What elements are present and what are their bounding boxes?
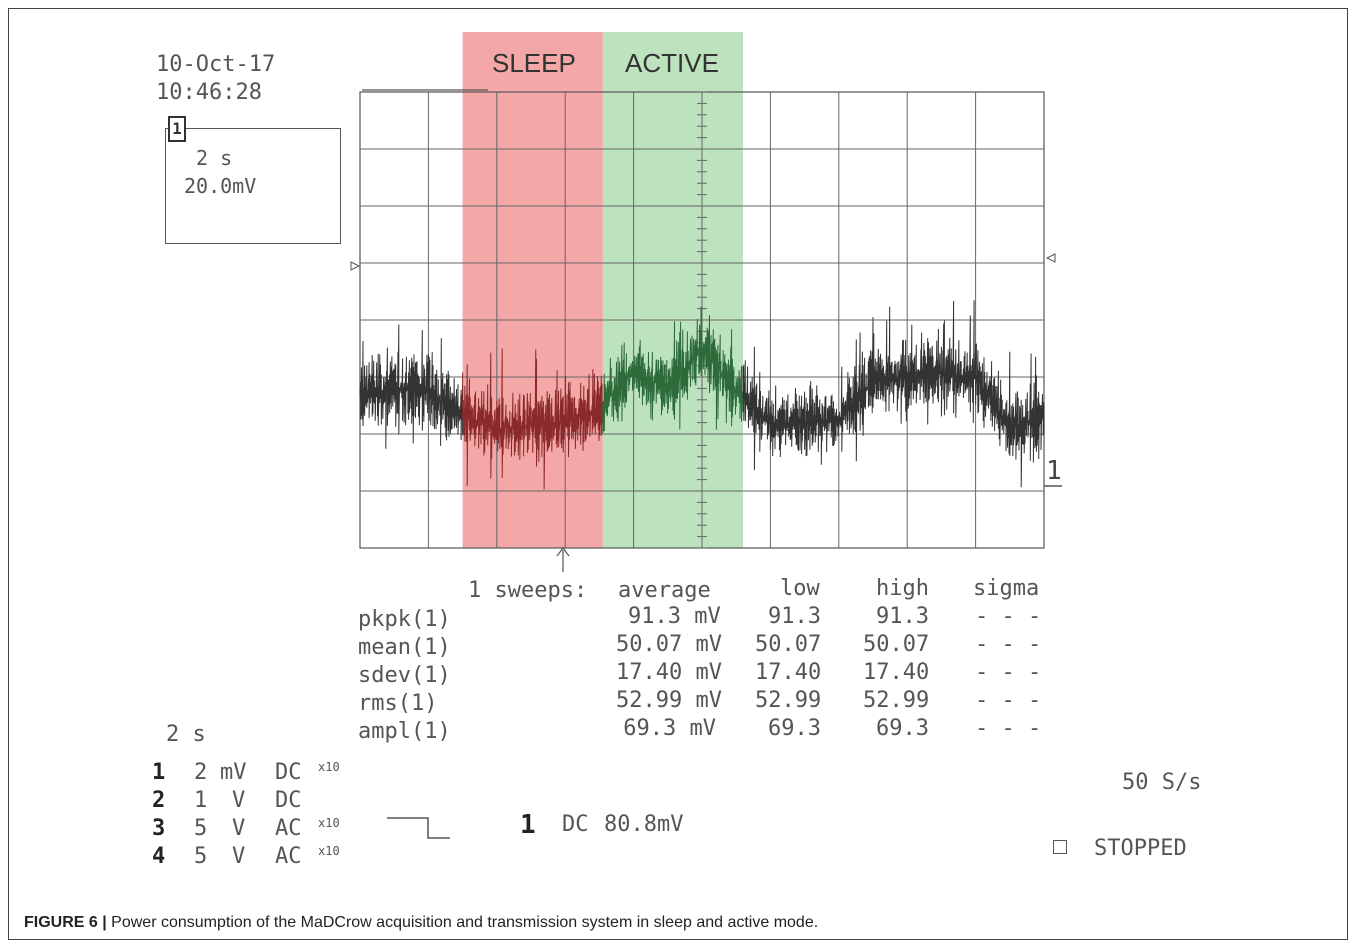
average-header: average [618,578,711,603]
row-average: 52.99 mV [616,688,722,713]
channel-probe: x10 [318,844,340,858]
date-text: 10-Oct-17 [156,52,276,77]
trigger-slope-icon [387,817,450,839]
figure-caption: FIGURE 6 | Power consumption of the MaDC… [24,914,818,932]
channel-coupling: DC [275,788,302,813]
row-high: 52.99 [863,688,930,713]
channel-scale: 5 [194,844,208,869]
channel-coupling: AC [275,844,302,869]
trace-sleep [462,348,604,490]
channel-marker: 1 [168,116,186,142]
active-label: ACTIVE [625,48,719,78]
row-name: mean(1) [358,635,451,660]
settings-box [165,128,341,244]
sweeps-header: 1 sweeps: [468,578,588,603]
row-average: 69.3 mV [623,716,716,741]
trigger-coupling: DC [562,812,589,837]
channel-scale: 1 [194,788,208,813]
row-high: 91.3 [876,604,929,629]
stopped-checkbox [1053,840,1067,854]
row-sigma: - - - [975,604,1042,629]
row-sigma: - - - [975,688,1042,713]
row-low: 50.07 [755,632,822,657]
sample-rate: 50 S/s [1122,770,1202,795]
channel-number: 2 [152,788,166,813]
row-low: 91.3 [768,604,821,629]
row-sigma: - - - [975,660,1042,685]
channel-level-marker: 1 [1046,456,1062,486]
high-header: high [876,576,929,601]
caption-text: Power consumption of the MaDCrow acquisi… [111,914,819,931]
channel-number: 3 [152,816,166,841]
channel-scale: 5 [194,816,208,841]
row-name: ampl(1) [358,719,451,744]
row-low: 52.99 [755,688,822,713]
channel-number: 4 [152,844,166,869]
row-high: 17.40 [863,660,930,685]
time-text: 10:46:28 [156,80,262,105]
trigger-level: 80.8mV [604,812,684,837]
sleep-label: SLEEP [492,48,576,78]
channel-unit: V [232,844,246,869]
row-average: 50.07 mV [616,632,722,657]
timebase-bottom: 2 s [166,722,206,747]
row-average: 17.40 mV [616,660,722,685]
row-name: rms(1) [358,691,438,716]
row-low: 69.3 [768,716,821,741]
channel-unit: mV [220,760,247,785]
timebase-setting: 2 s [196,146,233,170]
row-name: sdev(1) [358,663,451,688]
left-marker-icon [350,261,361,271]
channel-number: 1 [152,760,166,785]
channel-unit: V [232,788,246,813]
row-sigma: - - - [975,632,1042,657]
trace-active [602,306,744,434]
active-region [602,32,744,548]
channel-coupling: AC [275,816,302,841]
right-marker-icon [1045,253,1056,263]
trace-normal [742,300,1045,488]
channel-probe: x10 [318,816,340,830]
trigger-channel: 1 [520,810,536,840]
row-sigma: - - - [975,716,1042,741]
low-header: low [780,576,820,601]
sleep-region [462,32,603,548]
trace-normal [359,324,464,449]
row-high: 69.3 [876,716,929,741]
row-name: pkpk(1) [358,607,451,632]
channel-probe: x10 [318,760,340,774]
channel-scale: 2 [194,760,208,785]
sigma-header: sigma [973,576,1040,601]
row-low: 17.40 [755,660,822,685]
caption-label: FIGURE 6 | [24,914,107,931]
row-high: 50.07 [863,632,930,657]
row-average: 91.3 mV [628,604,721,629]
trigger-arrow-head [556,547,570,557]
volts-div-setting: 20.0mV [184,174,257,198]
channel-coupling: DC [275,760,302,785]
channel-unit: V [232,816,246,841]
status-text: STOPPED [1094,836,1187,861]
